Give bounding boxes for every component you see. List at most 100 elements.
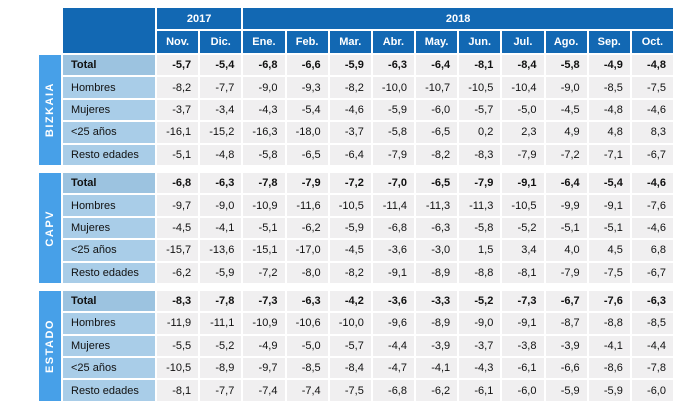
data-cell: -8,7 <box>545 313 587 334</box>
data-cell: -15,7 <box>157 240 199 261</box>
group-block-estado: ESTADO Total -8,3 -7,8 -7,3 -6,3 -4,2 -3,6 -3,3-… <box>39 290 673 401</box>
group-band: CAPV <box>39 172 61 283</box>
data-cell: -11,3 <box>416 195 458 216</box>
row-label: Resto edades <box>63 144 155 165</box>
data-cell: -6,7 <box>631 262 673 283</box>
data-cell: -11,4 <box>372 195 414 216</box>
data-cell: -8,6 <box>588 358 630 379</box>
data-cell: -7,4 <box>243 380 285 401</box>
data-cell: -7,2 <box>545 144 587 165</box>
data-cell: -7,0 <box>372 172 414 194</box>
data-cell: -10,6 <box>286 313 328 334</box>
data-cell: -6,6 <box>545 358 587 379</box>
data-cell: -8,8 <box>588 313 630 334</box>
data-cell: -3,9 <box>416 335 458 357</box>
data-cell: -7,9 <box>372 144 414 165</box>
year-header-2018: 2018 <box>243 8 673 29</box>
data-cell: 3,4 <box>502 240 544 261</box>
data-cell: -10,5 <box>157 358 199 379</box>
data-cell: -6,3 <box>416 217 458 239</box>
data-cell: -8,3 <box>459 144 501 165</box>
data-cell: -4,6 <box>631 99 673 121</box>
data-cell: 4,5 <box>588 240 630 261</box>
group-label: ESTADO <box>44 318 56 373</box>
data-cell: -5,7 <box>459 99 501 121</box>
data-cell: -7,7 <box>200 380 242 401</box>
data-cell: -7,5 <box>588 262 630 283</box>
month-header: Jul. <box>502 31 544 53</box>
data-cell: -8,0 <box>286 262 328 283</box>
month-header: Jun. <box>459 31 501 53</box>
data-cell: -13,6 <box>200 240 242 261</box>
data-cell: -6,3 <box>372 55 414 76</box>
data-cell: -5,9 <box>372 99 414 121</box>
row-label: Total <box>63 55 155 76</box>
data-cell: -7,3 <box>502 290 544 312</box>
data-cell: -4,2 <box>329 290 371 312</box>
data-cell: -5,9 <box>329 55 371 76</box>
group-block-capv: CAPV Total -6,8 -6,3 -7,8 -7,9 -7,2 -7,0 -6,5 -7,… <box>39 172 673 283</box>
data-cell: 8,3 <box>631 122 673 143</box>
data-cell: -5,9 <box>200 262 242 283</box>
data-cell: -4,7 <box>372 358 414 379</box>
data-cell: -6,5 <box>286 144 328 165</box>
data-cell: -10,9 <box>243 313 285 334</box>
data-cell: -5,9 <box>588 380 630 401</box>
data-cell: -9,0 <box>459 313 501 334</box>
row-label: Mujeres <box>63 99 155 121</box>
data-cell: -8,9 <box>200 358 242 379</box>
data-cell: -8,2 <box>157 77 199 98</box>
data-cell: -8,5 <box>631 313 673 334</box>
data-cell: -7,2 <box>243 262 285 283</box>
data-cell: -7,6 <box>631 195 673 216</box>
data-cell: -4,9 <box>243 335 285 357</box>
data-cell: -4,6 <box>329 99 371 121</box>
data-cell: -5,7 <box>329 335 371 357</box>
data-cell: -4,1 <box>200 217 242 239</box>
row-label: Hombres <box>63 77 155 98</box>
data-cell: -7,2 <box>329 172 371 194</box>
data-cell: -5,5 <box>157 335 199 357</box>
data-cell: -4,6 <box>631 217 673 239</box>
data-cell: -6,1 <box>459 380 501 401</box>
data-cell: -10,0 <box>372 77 414 98</box>
data-cell: -4,8 <box>200 144 242 165</box>
data-cell: -8,4 <box>329 358 371 379</box>
data-cell: -7,5 <box>329 380 371 401</box>
data-cell: -5,9 <box>545 380 587 401</box>
month-header: Ago. <box>545 31 587 53</box>
data-cell: -10,7 <box>416 77 458 98</box>
data-cell: -9,1 <box>502 313 544 334</box>
table-header: 2017 2018 Nov. Dic. Ene. Feb. Mar. Abr. May. Ju… <box>39 8 673 53</box>
data-cell: -8,2 <box>416 144 458 165</box>
data-cell: -5,2 <box>200 335 242 357</box>
data-cell: -3,7 <box>157 99 199 121</box>
data-cell: -8,1 <box>502 262 544 283</box>
data-cell: -6,8 <box>372 217 414 239</box>
data-cell: -5,8 <box>243 144 285 165</box>
data-cell: -8,4 <box>502 55 544 76</box>
data-cell: -8,9 <box>416 313 458 334</box>
data-cell: -3,6 <box>372 290 414 312</box>
data-cell: -4,6 <box>631 172 673 194</box>
data-cell: -11,6 <box>286 195 328 216</box>
data-cell: -10,0 <box>329 313 371 334</box>
data-cell: -9,7 <box>243 358 285 379</box>
data-cell: 4,9 <box>545 122 587 143</box>
group-band: BIZKAIA <box>39 55 61 165</box>
data-cell: -6,2 <box>286 217 328 239</box>
data-cell: -8,2 <box>329 262 371 283</box>
year-header-2017: 2017 <box>157 8 242 29</box>
data-cell: -9,0 <box>545 77 587 98</box>
data-cell: -5,1 <box>545 217 587 239</box>
data-cell: -7,5 <box>631 77 673 98</box>
data-cell: -7,9 <box>545 262 587 283</box>
data-cell: -18,0 <box>286 122 328 143</box>
month-header: Oct. <box>631 31 673 53</box>
data-cell: -5,2 <box>459 290 501 312</box>
data-cell: -9,9 <box>545 195 587 216</box>
unemployment-rates-table: 2017 2018 Nov. Dic. Ene. Feb. Mar. Abr. May. Ju… <box>39 8 673 401</box>
data-cell: -6,0 <box>631 380 673 401</box>
data-cell: 0,2 <box>459 122 501 143</box>
data-cell: -17,0 <box>286 240 328 261</box>
